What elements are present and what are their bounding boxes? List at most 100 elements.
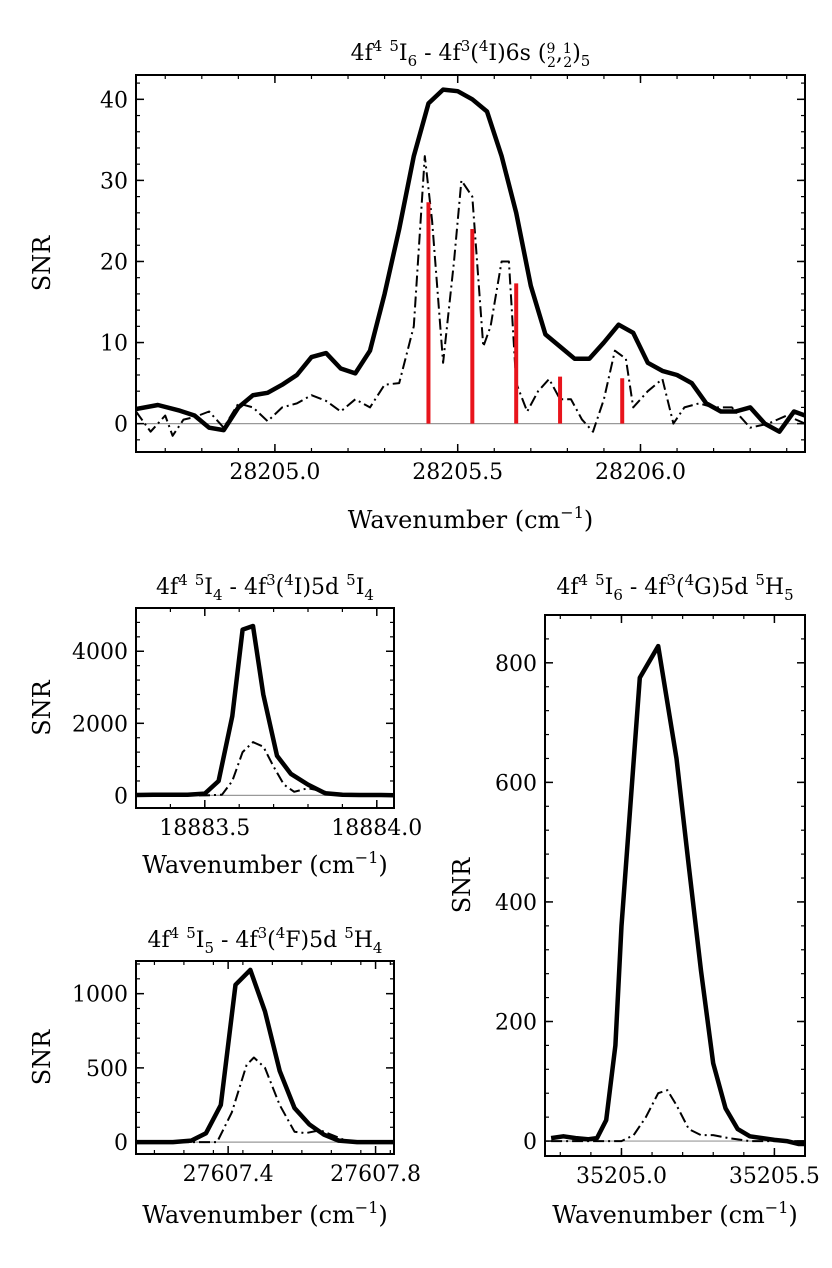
title-sup: 4 [284, 571, 294, 589]
panel-mid-left: 18883.5 18884.0 0 2000 4000 Wavenumber (cm−1)… [28, 571, 422, 879]
title-text: ( [267, 928, 276, 953]
title-sub: 4 [213, 586, 223, 604]
series-observed [550, 643, 805, 1147]
y-tick-label: 4000 [72, 640, 128, 665]
title-sup: 4 [579, 571, 589, 589]
title-sub: 4 [373, 939, 383, 957]
series-observed [136, 87, 805, 434]
x-tick-label: 18884.0 [331, 816, 422, 841]
title-text [179, 928, 186, 953]
title-sub: 6 [613, 586, 623, 604]
series-model [136, 155, 805, 437]
y-tick-label: 0 [114, 784, 128, 809]
x-tick-label: 27607.8 [330, 1162, 421, 1187]
panel-right: 35205.0 35205.5 0 200 400 600 800 Wavenumber (c… [448, 571, 820, 1229]
y-tick-label: 1000 [72, 983, 128, 1008]
title-text: I [356, 575, 365, 600]
y-tick-label: 0 [114, 413, 128, 438]
title-text [188, 575, 195, 600]
title-sup: 3 [266, 571, 276, 589]
axes-frame [135, 607, 395, 809]
title-sup: 5 [755, 571, 765, 589]
title-text: 4f [351, 41, 375, 66]
title-text: , [556, 41, 563, 66]
title-sup: 4 [276, 924, 286, 942]
y-tick-label: 500 [86, 1057, 128, 1082]
x-tick-label: 28205.5 [412, 460, 503, 485]
title-frac-num: 1 [563, 41, 572, 57]
title-sup: 4 [685, 571, 695, 589]
y-tick-label: 2000 [72, 712, 128, 737]
title-sup: 5 [595, 571, 605, 589]
title-text: - 4f [214, 928, 259, 953]
title-text: I [605, 575, 614, 600]
title-text: - 4f [223, 575, 268, 600]
y-tick-label: 20 [100, 250, 128, 275]
x-tick-label: 27607.4 [183, 1162, 274, 1187]
y-tick-label: 10 [100, 332, 128, 357]
chart-title: 4f4 5I4 - 4f3(4I)5d 5I4 [156, 571, 374, 604]
title-sup: 5 [195, 571, 205, 589]
x-axis-label: Wavenumber (cm−1) [142, 1198, 388, 1229]
title-sup: 5 [389, 37, 399, 55]
title-text: H [354, 928, 373, 953]
series-model [136, 741, 394, 797]
title-text [382, 41, 389, 66]
y-axis-label: SNR [448, 857, 476, 913]
title-text: ) [572, 41, 581, 66]
series-model [551, 1089, 805, 1143]
axes-frame [135, 74, 806, 453]
series-model [136, 1056, 394, 1144]
title-frac-den: 2 [547, 55, 556, 71]
panel-bottom-left: 27607.4 27607.8 0 500 1000 Wavenumber (cm−1) S… [28, 924, 421, 1229]
x-axis-label: Wavenumber (cm−1) [142, 848, 388, 879]
y-tick-label: 0 [523, 1130, 537, 1155]
title-sup: 3 [666, 571, 676, 589]
title-text: 4f [556, 575, 580, 600]
title-text [588, 575, 595, 600]
title-sub: 5 [581, 52, 591, 70]
x-axis-label: Wavenumber (cm−1) [552, 1198, 798, 1229]
series-observed [136, 623, 394, 798]
y-tick-label: 600 [495, 771, 537, 796]
title-sub: 5 [204, 939, 214, 957]
title-text: - 4f [623, 575, 668, 600]
x-tick-label: 35205.5 [729, 1164, 820, 1189]
title-sub: 5 [784, 586, 794, 604]
y-tick-label: 30 [100, 169, 128, 194]
title-sup: 3 [461, 37, 471, 55]
title-text: ( [676, 575, 685, 600]
title-text: H [765, 575, 784, 600]
title-text: 4f [156, 575, 180, 600]
axes-frame [544, 614, 806, 1157]
y-axis-label: SNR [28, 235, 56, 291]
title-text: I)5d [294, 575, 346, 600]
x-tick-label: 28205.0 [229, 460, 320, 485]
title-sup: 4 [373, 37, 383, 55]
title-sup: 5 [346, 571, 356, 589]
title-text: I [204, 575, 213, 600]
y-axis-label: SNR [28, 679, 56, 735]
y-axis-label: SNR [28, 1029, 56, 1085]
title-text: 4f [148, 928, 172, 953]
title-text: F)5d [285, 928, 344, 953]
chart-title: 4f4 5I6 - 4f3(4I)6s (9 2,1 2)5 [351, 37, 591, 71]
title-frac-den: 2 [563, 55, 572, 71]
x-axis-label: Wavenumber (cm−1) [348, 503, 594, 534]
title-text: I [399, 41, 408, 66]
y-tick-label: 400 [495, 891, 537, 916]
title-text: G)5d [694, 575, 755, 600]
chart-title: 4f4 5I5 - 4f3(4F)5d 5H4 [148, 924, 383, 957]
y-tick-label: 40 [100, 88, 128, 113]
x-tick-label: 18883.5 [159, 816, 250, 841]
title-sup: 5 [186, 924, 196, 942]
title-text: ( [276, 575, 285, 600]
x-tick-label: 35205.0 [576, 1164, 667, 1189]
title-sub: 4 [364, 586, 374, 604]
title-sup: 3 [258, 924, 268, 942]
title-sup: 4 [170, 924, 180, 942]
title-frac-num: 9 [547, 41, 556, 57]
x-tick-label: 28206.0 [595, 460, 686, 485]
title-text: I [196, 928, 205, 953]
title-sup: 4 [479, 37, 489, 55]
